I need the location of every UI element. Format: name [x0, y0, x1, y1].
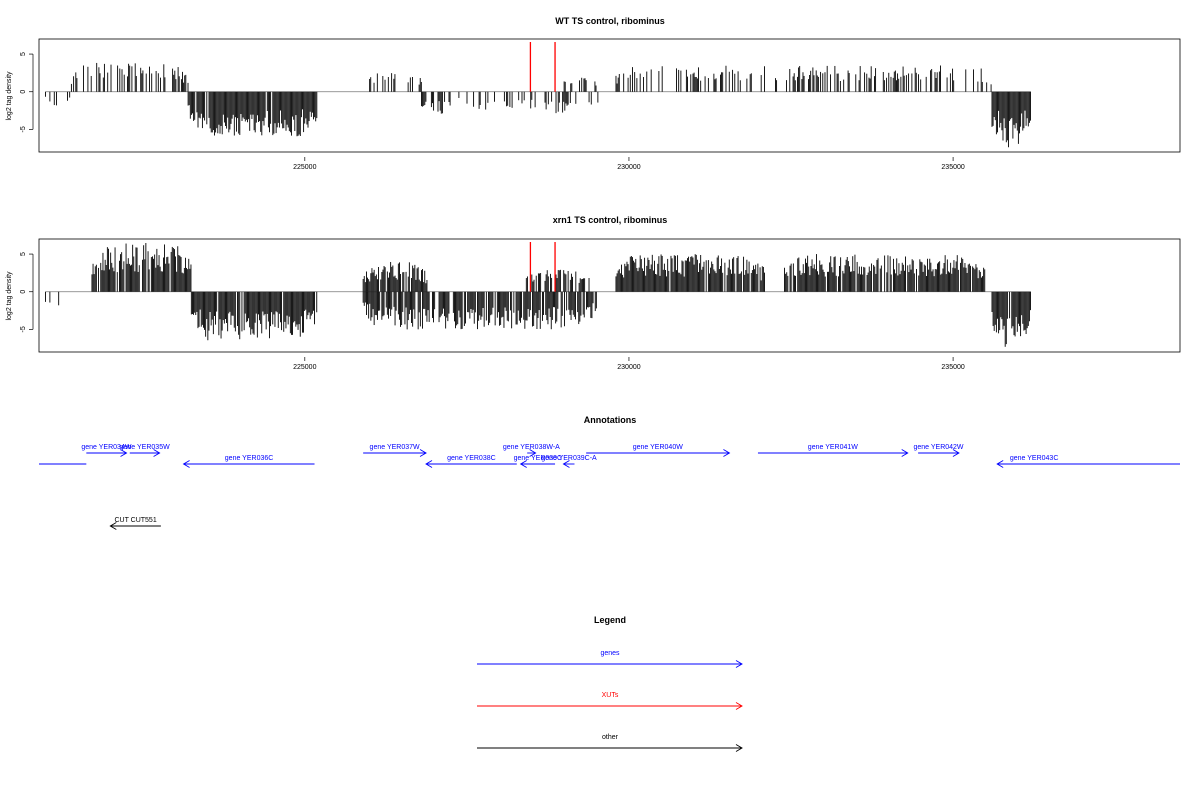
arrow-head: [425, 460, 433, 468]
x-tick-label: 230000: [617, 364, 640, 371]
x-tick-label: 225000: [293, 364, 316, 371]
feature-label: gene YER039C-A: [541, 455, 597, 462]
arrow-head: [735, 702, 743, 710]
legend-item-other: other: [477, 734, 743, 752]
gene-feature: gene YER043C: [996, 455, 1180, 468]
legend-label: other: [602, 734, 619, 741]
x-tick-label: 225000: [293, 164, 316, 171]
legend-label: genes: [600, 650, 620, 657]
feature-label: gene YER038C: [447, 455, 496, 462]
feature-label: gene YER043C: [1010, 455, 1059, 462]
gene-feature: gene YER039C-A: [541, 455, 597, 468]
xrn1-y-axis: -5 0 5: [20, 252, 34, 333]
x-tick-label: 235000: [941, 364, 964, 371]
wt-density-panel: WT TS control, ribominus -5 0 5 225000 2300…: [6, 16, 1181, 171]
feature-label: gene YER036C: [225, 455, 274, 462]
y-tick-label: -5: [20, 126, 27, 132]
wt-panel-title: WT TS control, ribominus: [555, 16, 665, 26]
arrow-head: [901, 449, 909, 457]
feature-label: gene YER035W: [120, 444, 170, 451]
gene-feature: gene YER037W: [363, 444, 427, 457]
legend-label: XUTs: [602, 692, 619, 699]
xrn1-x-axis: 225000 230000 235000: [293, 357, 965, 371]
feature-label: gene YER038W-A: [503, 444, 560, 451]
arrow-head: [182, 460, 190, 468]
y-tick-label: -5: [20, 326, 27, 332]
gene-feature: gene YER036C: [182, 455, 315, 468]
arrow-head: [562, 460, 570, 468]
wt-y-axis: -5 0 5: [20, 52, 34, 133]
gene-feature: gene YER041W: [757, 444, 909, 457]
x-tick-label: 230000: [617, 164, 640, 171]
arrow-head: [735, 744, 743, 752]
feature-label: gene YER040W: [633, 444, 683, 451]
y-tick-label: 5: [20, 252, 27, 256]
x-tick-label: 235000: [941, 164, 964, 171]
gene-feature: gene YER034W: [81, 444, 132, 457]
arrow-head: [723, 449, 731, 457]
annotations-title: Annotations: [584, 415, 637, 425]
y-tick-label: 5: [20, 52, 27, 56]
legend-item-genes: genes: [477, 650, 743, 668]
gene-feature: gene YER040W: [586, 444, 731, 457]
arrow-head: [952, 449, 960, 457]
arrow-head: [735, 660, 743, 668]
gene-feature: gene YER038W-A: [503, 444, 560, 457]
arrow-head: [153, 449, 161, 457]
xrn1-plot-frame: [38, 238, 1181, 353]
y-tick-label: 0: [20, 90, 27, 94]
feature-label: gene YER041W: [808, 444, 858, 451]
legend: Legend genes XUTs other: [477, 615, 743, 752]
legend-title: Legend: [594, 615, 626, 625]
wt-bars: [45, 42, 1031, 148]
y-tick-label: 0: [20, 290, 27, 294]
arrow-head: [419, 449, 427, 457]
legend-item-xuts: XUTs: [477, 692, 743, 710]
xrn1-panel-title: xrn1 TS control, ribominus: [553, 215, 668, 225]
feature-label: gene YER042W: [913, 444, 963, 451]
arrow-head: [996, 460, 1004, 468]
cut-feature: CUT CUT551: [109, 517, 161, 530]
xrn1-bars: [45, 242, 1031, 347]
wt-plot-frame: [38, 38, 1181, 153]
wt-x-axis: 225000 230000 235000: [293, 157, 965, 171]
feature-label: gene YER034W: [81, 444, 131, 451]
arrow-head: [109, 522, 117, 530]
gene-feature: gene YER038C: [425, 455, 517, 468]
legend-items: genes XUTs other: [477, 650, 743, 752]
gene-feature: gene YER035W: [120, 444, 170, 457]
xrn1-y-axis-label: log2 tag density: [6, 271, 13, 321]
feature-label: gene YER039C: [514, 455, 563, 462]
gene-feature: gene YER039C: [514, 455, 563, 468]
xrn1-density-panel: xrn1 TS control, ribominus -5 0 5 225000 23…: [6, 215, 1181, 371]
arrow-head: [519, 460, 527, 468]
feature-label: CUT CUT551: [114, 517, 156, 524]
arrow-head: [529, 449, 537, 457]
gene-feature: gene YER042W: [913, 444, 964, 457]
feature-label: gene YER037W: [370, 444, 420, 451]
arrow-head: [120, 449, 128, 457]
wt-y-axis-label: log2 tag density: [6, 71, 13, 121]
